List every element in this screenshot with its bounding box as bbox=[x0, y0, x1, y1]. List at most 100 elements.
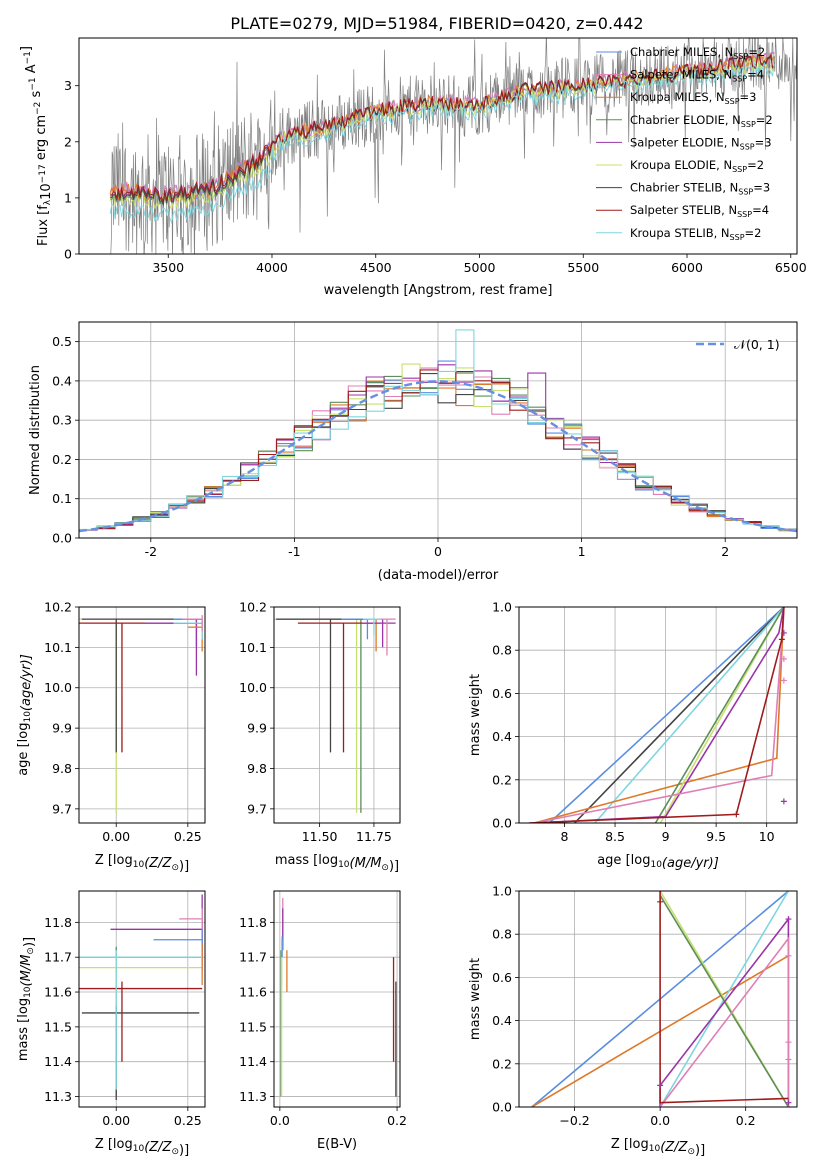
x-tick-label: 8 bbox=[561, 829, 569, 844]
legend-entry: Salpeter STELIB, NSSP=4 bbox=[630, 203, 769, 219]
y-axis-label-part: (M/M bbox=[19, 955, 34, 987]
plus-marker bbox=[657, 1082, 664, 1089]
x-tick-label: 9 bbox=[662, 829, 670, 844]
legend-entry: Salpeter ELODIE, NSSP=3 bbox=[630, 135, 772, 151]
mass-weight-line bbox=[534, 607, 785, 823]
y-tick-label: 11.8 bbox=[239, 915, 267, 930]
legend-ssp: =3 bbox=[740, 90, 757, 104]
y-axis-label-part: A bbox=[24, 64, 39, 77]
plot-area bbox=[79, 322, 797, 538]
plot-area bbox=[519, 891, 797, 1107]
legend-sub: SSP bbox=[730, 233, 745, 242]
y-tick-label: 10.0 bbox=[239, 680, 267, 695]
plus-marker bbox=[780, 629, 787, 636]
y-tick-label: 11.5 bbox=[44, 1019, 72, 1034]
y-tick-label: 11.7 bbox=[44, 950, 72, 965]
y-axis-label-part: s bbox=[29, 90, 44, 101]
axes-frame bbox=[273, 890, 401, 1108]
x-axis-label-part: (age/yr)] bbox=[662, 856, 719, 871]
y-tick-label: 9.7 bbox=[247, 801, 267, 816]
legend-entry: 𝒩(0, 1) bbox=[734, 337, 780, 352]
y-tick-label: 10.1 bbox=[239, 640, 267, 655]
legend-ssp: =2 bbox=[747, 158, 764, 172]
y-tick-label: 0.5 bbox=[52, 334, 72, 349]
y-axis-label-part: ⊙ bbox=[26, 947, 36, 955]
x-tick-label: 9.5 bbox=[706, 829, 726, 844]
y-tick-label: 0.2 bbox=[52, 452, 72, 467]
y-axis-label-part: (age/yr)] bbox=[19, 654, 34, 711]
x-axis-label-part: 10 bbox=[649, 1144, 661, 1154]
x-tick-label: 8.5 bbox=[605, 829, 625, 844]
axes-frame bbox=[78, 321, 798, 539]
mass-weight-line bbox=[534, 611, 785, 823]
x-tick-label: 0.25 bbox=[174, 1113, 202, 1128]
figure-title: PLATE=0279, MJD=51984, FIBERID=0420, z=0… bbox=[230, 14, 643, 33]
y-tick-label: 0 bbox=[64, 247, 72, 262]
y-axis-label-part: Flux [f bbox=[36, 205, 51, 246]
x-tick-label: 0 bbox=[434, 544, 442, 559]
x-axis-label: Z [log10(Z/Z⊙)] bbox=[95, 1137, 189, 1158]
x-axis-label: Z [log10(Z/Z⊙)] bbox=[95, 853, 189, 874]
x-axis-label-part: 10 bbox=[133, 860, 145, 870]
mass-weight-line bbox=[659, 916, 790, 1107]
y-tick-label: 11.3 bbox=[44, 1089, 72, 1104]
x-tick-label: 0.0 bbox=[650, 1113, 670, 1128]
y-axis-label-part: erg cm bbox=[34, 115, 49, 164]
y-tick-label: 11.3 bbox=[239, 1089, 267, 1104]
x-tick-label: 0.2 bbox=[387, 1113, 407, 1128]
y-tick-label: 3 bbox=[64, 78, 72, 93]
legend-ssp: =4 bbox=[752, 203, 769, 217]
legend-sub: SSP bbox=[725, 97, 740, 106]
x-tick-label: 5500 bbox=[567, 260, 599, 275]
y-axis-label-part: −2 bbox=[33, 102, 43, 115]
y-tick-label: 1.0 bbox=[492, 600, 512, 615]
y-tick-label: 0.6 bbox=[492, 686, 512, 701]
legend-name: Salpeter ELODIE, N bbox=[630, 135, 740, 149]
y-tick-label: 1 bbox=[64, 190, 72, 205]
x-axis-label-part: Z [log bbox=[611, 1137, 649, 1152]
histogram-step bbox=[79, 329, 797, 530]
panel-massweight_vs_Z: −0.2 0.0 0.2 0.0 0.2 0.4 0.6 0.8 1.0 Z [log10(Z/Z… bbox=[468, 884, 798, 1158]
y-tick-label: 9.8 bbox=[52, 761, 72, 776]
axes-frame bbox=[518, 606, 798, 824]
plus-marker bbox=[778, 636, 785, 643]
legend-entry: Kroupa STELIB, NSSP=2 bbox=[630, 226, 761, 242]
legend-ssp: =3 bbox=[753, 181, 770, 195]
y-tick-label: 0.8 bbox=[492, 643, 512, 658]
y-tick-label: 0.1 bbox=[52, 491, 72, 506]
y-tick-label: 0.6 bbox=[492, 970, 512, 985]
mass-weight-line bbox=[533, 607, 785, 823]
x-tick-label: 6500 bbox=[775, 260, 807, 275]
x-tick-label: 0.0 bbox=[270, 1113, 290, 1128]
normal-curve bbox=[79, 380, 797, 533]
x-axis-label-part: Z [log bbox=[95, 1137, 133, 1152]
legend-sub: SSP bbox=[741, 120, 756, 129]
legend-name: Salpeter MILES, N bbox=[630, 68, 732, 82]
y-axis-label-part: 10 bbox=[23, 986, 33, 998]
legend-sub: SSP bbox=[740, 142, 755, 151]
x-axis-label: E(B-V) bbox=[317, 1137, 357, 1152]
y-tick-label: 9.8 bbox=[247, 761, 267, 776]
x-axis-label-part: mass [log bbox=[275, 853, 338, 868]
plus-marker bbox=[785, 1099, 792, 1106]
y-tick-label: 2 bbox=[64, 134, 72, 149]
y-axis-label: mass [log10(M/M⊙)] bbox=[16, 937, 37, 1061]
mass-weight-line bbox=[659, 936, 790, 1107]
plus-marker bbox=[780, 677, 787, 684]
panel-age_vs_Z: 0.00 0.259.79.89.910.010.110.2Z [log10(Z/… bbox=[16, 600, 206, 874]
x-axis-label-part: 10 bbox=[133, 1144, 145, 1154]
plot-area bbox=[274, 607, 400, 823]
legend-name: Chabrier ELODIE, N bbox=[630, 113, 741, 127]
x-axis-label-part: )] bbox=[695, 1143, 705, 1158]
plot-area bbox=[519, 607, 797, 823]
x-axis-label-part: (Z/Z bbox=[144, 856, 172, 871]
x-tick-label: 5000 bbox=[464, 260, 496, 275]
x-axis-label: age [log10(age/yr)] bbox=[597, 853, 719, 871]
legend-sub: SSP bbox=[732, 75, 747, 84]
plus-marker bbox=[657, 898, 664, 905]
mass-weight-line bbox=[594, 607, 785, 823]
x-tick-label: 0.00 bbox=[102, 1113, 130, 1128]
x-tick-label: 11.75 bbox=[356, 829, 392, 844]
